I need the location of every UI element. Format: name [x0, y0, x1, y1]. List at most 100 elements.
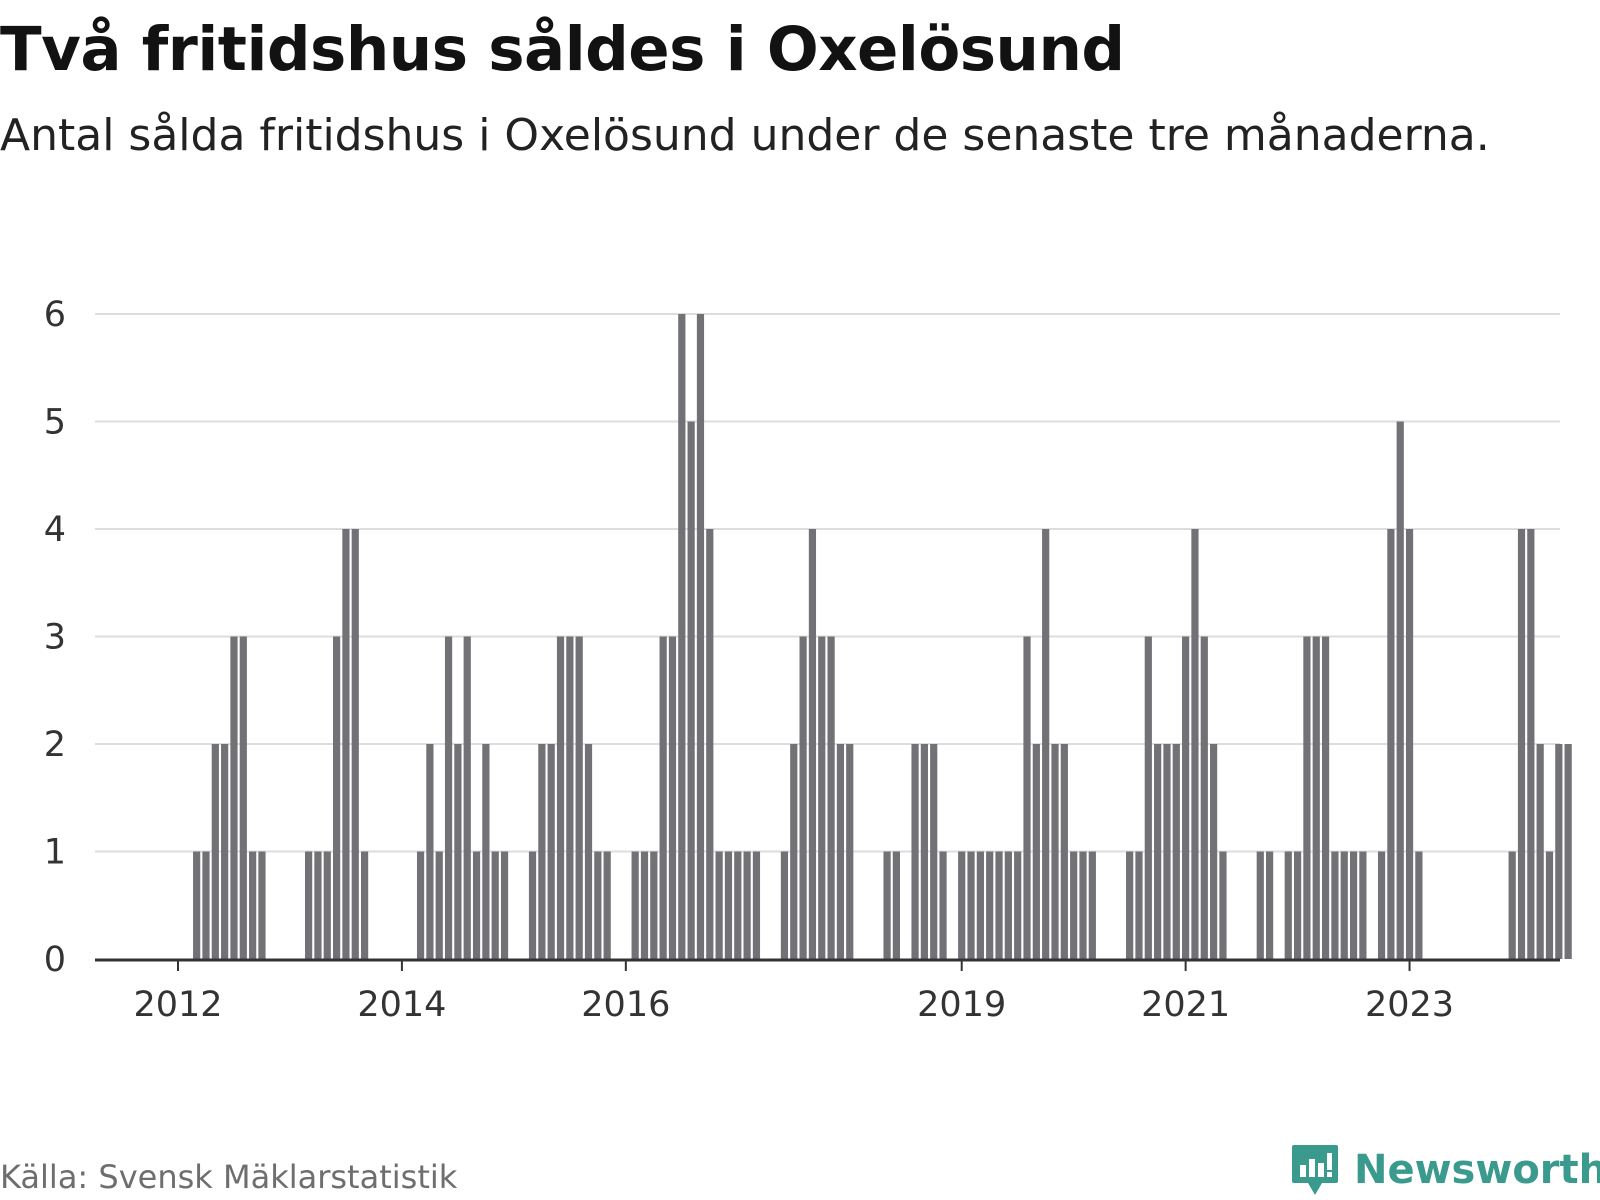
- newsworthy-logo: Newsworthy: [1290, 1142, 1600, 1198]
- bars: [193, 314, 1572, 959]
- bar: [1266, 851, 1274, 959]
- bar: [342, 529, 350, 959]
- bar: [1191, 529, 1199, 959]
- bar: [444, 636, 453, 959]
- bar: [1405, 529, 1414, 959]
- bar: [1312, 636, 1320, 959]
- y-tick-label: 1: [44, 833, 66, 873]
- bar: [416, 851, 425, 959]
- bar: [668, 636, 677, 959]
- bar: [1387, 529, 1395, 959]
- bar: [211, 744, 219, 959]
- bar: [1415, 851, 1423, 959]
- bar: [706, 529, 714, 959]
- bar: [528, 851, 537, 959]
- bar: [323, 851, 331, 959]
- bar: [1340, 851, 1348, 959]
- bar: [1172, 744, 1180, 959]
- bar: [1536, 744, 1544, 959]
- bar: [1070, 851, 1078, 959]
- bar: [1303, 636, 1311, 959]
- x-tick-label: 2023: [1365, 985, 1454, 1025]
- bar: [472, 851, 481, 959]
- bar: [426, 744, 434, 959]
- bar: [1377, 851, 1386, 959]
- bar: [883, 851, 891, 959]
- bar: [230, 636, 238, 959]
- bar: [790, 744, 798, 959]
- bar: [967, 851, 975, 959]
- bar: [1256, 851, 1264, 959]
- bar: [1126, 851, 1134, 959]
- bar: [239, 636, 247, 959]
- bar: [650, 851, 658, 959]
- bar: [566, 636, 574, 959]
- bar: [724, 851, 733, 959]
- bar: [575, 636, 583, 959]
- bar: [678, 314, 686, 959]
- bar: [202, 851, 210, 959]
- bar: [1331, 851, 1339, 959]
- y-tick-label: 0: [44, 940, 66, 980]
- bar: [314, 851, 322, 959]
- bar: [808, 529, 817, 959]
- bar: [659, 636, 667, 959]
- bar: [556, 636, 565, 959]
- x-axis: 2012 2014 2016 2019 2021 2023: [95, 958, 1560, 1025]
- bar: [958, 851, 966, 959]
- bar: [500, 851, 509, 959]
- bar: [538, 744, 546, 959]
- bar: [715, 851, 723, 959]
- bar: [1527, 529, 1535, 959]
- bar: [752, 851, 761, 959]
- bar-chart: 2012 2014 2016 2019 2021 2023 0 1 2 3 4 5 6 2: [44, 295, 1572, 1025]
- bar: [1545, 851, 1554, 959]
- bar: [640, 851, 649, 959]
- newsworthy-logo-icon: [1292, 1145, 1338, 1195]
- bar: [930, 744, 938, 959]
- x-tick-label: 2014: [357, 985, 446, 1025]
- y-tick-label: 4: [44, 510, 66, 550]
- bar: [1004, 851, 1012, 959]
- bar: [491, 851, 499, 959]
- bar: [892, 851, 900, 959]
- bar: [920, 744, 928, 959]
- bar: [1321, 636, 1330, 959]
- bar: [249, 851, 257, 959]
- bar: [939, 851, 947, 959]
- bar: [1088, 851, 1096, 959]
- bar: [734, 851, 742, 959]
- bar: [1135, 851, 1143, 959]
- bar: [584, 744, 593, 959]
- bar: [333, 636, 341, 959]
- bar: [1154, 744, 1162, 959]
- y-tick-label: 3: [44, 618, 66, 658]
- bar: [435, 851, 443, 959]
- chart-subtitle: Antal sålda fritidshus i Oxelösund under…: [0, 110, 1490, 161]
- bar: [818, 636, 826, 959]
- bar: [482, 744, 490, 959]
- bar: [1144, 636, 1152, 959]
- bar: [836, 744, 845, 959]
- bar: [1564, 744, 1572, 959]
- bar: [258, 851, 266, 959]
- bar: [1200, 636, 1208, 959]
- bar: [1508, 851, 1516, 959]
- x-tick-label: 2019: [917, 985, 1006, 1025]
- bar: [1284, 851, 1292, 959]
- bar: [799, 636, 807, 959]
- x-tick-label: 2021: [1141, 985, 1230, 1025]
- bar: [631, 851, 639, 959]
- bar: [1032, 744, 1040, 959]
- y-axis-labels: 0 1 2 3 4 5 6: [44, 295, 66, 980]
- bar: [743, 851, 751, 959]
- bar: [687, 421, 695, 959]
- bar: [1219, 851, 1227, 959]
- y-tick-label: 2: [44, 725, 66, 765]
- bar: [1293, 851, 1302, 959]
- source-note: Källa: Svensk Mäklarstatistik: [0, 1158, 458, 1196]
- bar: [696, 314, 705, 959]
- bar: [1210, 744, 1218, 959]
- brand-name: Newsworthy: [1354, 1147, 1600, 1193]
- x-tick-label: 2016: [581, 985, 670, 1025]
